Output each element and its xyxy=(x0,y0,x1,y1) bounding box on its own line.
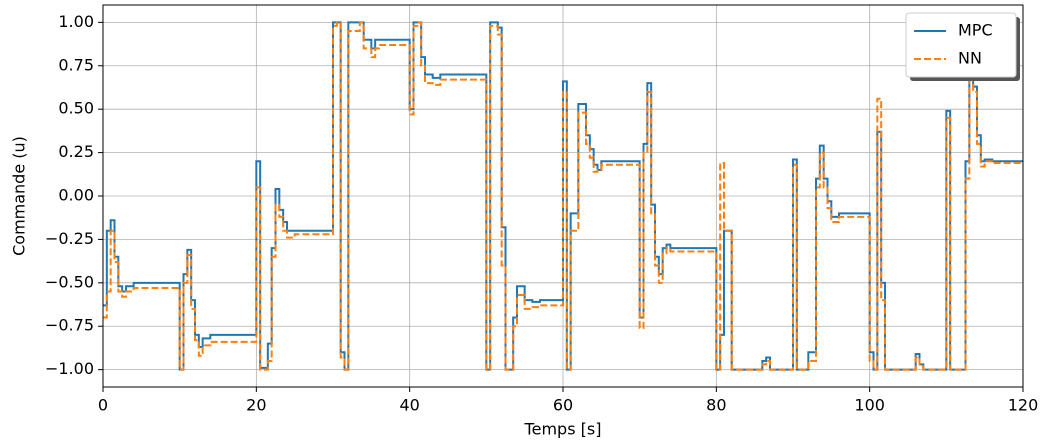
x-tick-label: 40 xyxy=(399,396,419,415)
legend xyxy=(905,12,1017,78)
plot-frame xyxy=(102,4,1024,388)
y-tick-label: 0.25 xyxy=(58,142,94,161)
y-tick-label: 0.75 xyxy=(58,55,94,74)
y-tick-label: 1.00 xyxy=(58,12,94,31)
x-tick-label: 20 xyxy=(246,396,266,415)
legend-label: NN xyxy=(958,49,982,68)
x-tick-label: 120 xyxy=(1008,396,1039,415)
x-axis-label: Temps [s] xyxy=(524,420,602,439)
y-tick-label: 0.00 xyxy=(58,186,94,205)
series-line xyxy=(103,21,1023,371)
y-tick-label: −0.75 xyxy=(45,316,94,335)
x-tick-label: 0 xyxy=(98,396,108,415)
x-tick-label: 80 xyxy=(706,396,726,415)
y-tick-label: −1.00 xyxy=(45,359,94,378)
y-tick-label: −0.25 xyxy=(45,229,94,248)
x-tick-label: 60 xyxy=(553,396,573,415)
legend-label: MPC xyxy=(958,21,993,40)
y-tick-label: −0.50 xyxy=(45,272,94,291)
y-axis-label: Commande (u) xyxy=(10,136,29,256)
y-tick-label: 0.50 xyxy=(58,99,94,118)
x-tick-label: 100 xyxy=(854,396,885,415)
